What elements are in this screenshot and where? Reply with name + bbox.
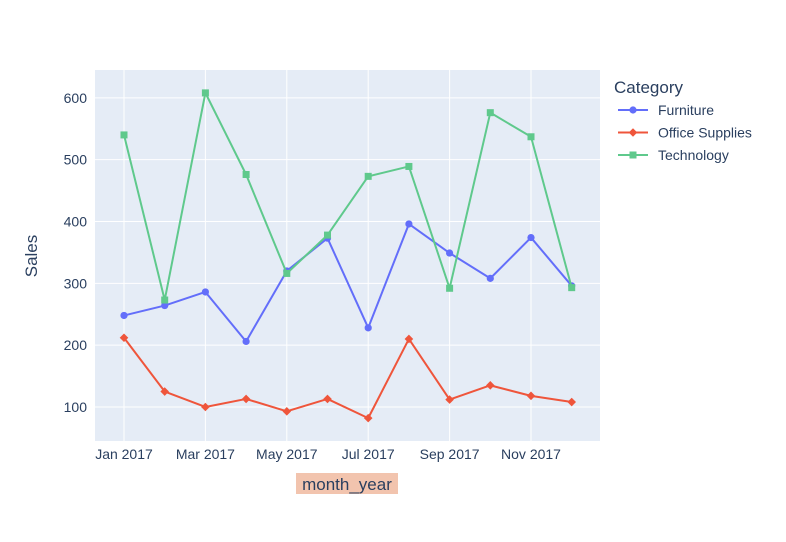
y-tick-label: 600 xyxy=(64,90,88,106)
x-axis-title-highlight xyxy=(296,473,398,494)
legend-label-technology: Technology xyxy=(658,147,729,163)
y-axis-ticks: 100 200 300 400 500 600 xyxy=(64,90,88,415)
data-point-technology xyxy=(364,172,372,180)
legend[interactable]: Category Furniture Office Supplies Technol… xyxy=(614,78,752,163)
data-point-office-supplies xyxy=(241,394,251,404)
data-point-furniture xyxy=(242,337,250,346)
data-point-furniture xyxy=(201,288,209,296)
data-point-office-supplies xyxy=(486,381,495,390)
legend-label-furniture: Furniture xyxy=(658,102,714,118)
x-tick-label: Jan 2017 xyxy=(95,446,153,462)
legend-item-technology[interactable]: Technology xyxy=(618,147,729,163)
series-group xyxy=(119,89,576,423)
plot-background xyxy=(95,70,600,441)
data-point-technology xyxy=(324,231,331,239)
data-point-furniture xyxy=(364,324,372,332)
x-axis-ticks: Jan 2017 Mar 2017 May 2017 Jul 2017 Sep 2017… xyxy=(95,446,561,462)
y-tick-label: 400 xyxy=(64,213,88,229)
legend-items: Furniture Office Supplies Technology xyxy=(618,102,752,163)
legend-label-office-supplies: Office Supplies xyxy=(658,125,752,141)
x-tick-label: May 2017 xyxy=(256,446,318,462)
legend-title: Category xyxy=(614,78,683,97)
legend-marker xyxy=(628,128,638,137)
data-point-furniture xyxy=(120,311,128,320)
y-tick-label: 200 xyxy=(64,337,88,353)
data-point-technology xyxy=(446,284,454,292)
data-point-office-supplies xyxy=(160,387,169,396)
data-point-office-supplies xyxy=(282,407,292,416)
data-point-technology xyxy=(242,170,250,178)
legend-item-office-supplies[interactable]: Office Supplies xyxy=(618,125,752,141)
series-line-technology xyxy=(123,91,573,302)
x-tick-label: Sep 2017 xyxy=(420,446,480,462)
data-point-office-supplies xyxy=(323,394,332,404)
legend-marker xyxy=(629,151,637,159)
data-point-office-supplies xyxy=(363,413,373,423)
y-axis-title: Sales xyxy=(22,235,41,278)
series-office-supplies xyxy=(119,333,576,423)
data-point-office-supplies xyxy=(404,334,414,344)
data-point-furniture xyxy=(161,301,169,310)
data-point-technology xyxy=(283,269,291,277)
data-point-technology xyxy=(527,133,535,141)
x-tick-label: Jul 2017 xyxy=(342,446,395,462)
data-point-technology xyxy=(120,131,128,139)
data-point-technology xyxy=(405,162,413,170)
series-furniture xyxy=(120,220,576,346)
data-point-office-supplies xyxy=(567,397,576,407)
y-tick-label: 300 xyxy=(64,275,88,291)
y-tick-label: 500 xyxy=(64,152,88,168)
data-point-technology xyxy=(161,296,169,304)
x-tick-label: Mar 2017 xyxy=(176,446,235,462)
data-point-furniture xyxy=(486,274,494,282)
x-tick-label: Nov 2017 xyxy=(501,446,561,462)
series-line-furniture xyxy=(123,222,573,343)
data-point-technology xyxy=(568,284,576,292)
x-axis-title: month_year xyxy=(302,475,392,494)
data-point-office-supplies xyxy=(201,402,210,412)
series-technology xyxy=(120,89,576,304)
legend-item-furniture[interactable]: Furniture xyxy=(618,102,714,118)
legend-marker xyxy=(629,106,637,114)
y-tick-label: 100 xyxy=(64,399,88,415)
data-point-office-supplies xyxy=(119,333,129,343)
data-point-furniture xyxy=(405,220,413,228)
data-point-office-supplies xyxy=(445,395,454,404)
series-line-office-supplies xyxy=(123,337,572,420)
data-point-furniture xyxy=(527,233,535,242)
data-point-furniture xyxy=(446,249,454,257)
data-point-technology xyxy=(486,109,494,117)
data-point-office-supplies xyxy=(526,391,536,401)
data-point-technology xyxy=(201,89,209,97)
